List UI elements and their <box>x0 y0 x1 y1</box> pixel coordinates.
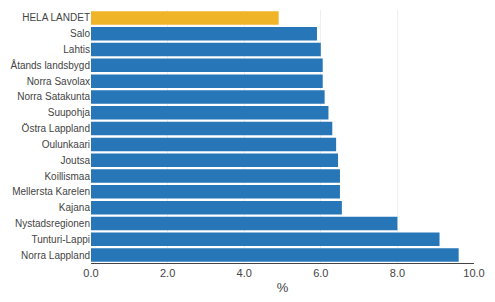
svg-text:Norra Savolax: Norra Savolax <box>27 76 90 87</box>
svg-text:Norra Lappland: Norra Lappland <box>21 250 90 261</box>
svg-text:Koillismaa: Koillismaa <box>44 171 90 182</box>
svg-text:2.0: 2.0 <box>160 267 175 279</box>
svg-text:4.0: 4.0 <box>237 267 252 279</box>
svg-text:Nystadsregionen: Nystadsregionen <box>15 218 90 229</box>
svg-text:0.0: 0.0 <box>83 267 98 279</box>
svg-text:8.0: 8.0 <box>390 267 405 279</box>
svg-text:Åtands landsbygd: Åtands landsbygd <box>10 59 90 71</box>
svg-text:%: % <box>277 280 289 295</box>
svg-text:Östra Lappland: Östra Lappland <box>22 123 90 134</box>
svg-text:Suupohja: Suupohja <box>48 107 91 118</box>
svg-text:Tunturi-Lappi: Tunturi-Lappi <box>31 234 90 245</box>
svg-text:10.0: 10.0 <box>463 267 484 279</box>
svg-text:Joutsa: Joutsa <box>61 155 91 166</box>
svg-text:HELA LANDET: HELA LANDET <box>22 12 90 23</box>
svg-text:Mellersta Karelen: Mellersta Karelen <box>12 186 90 197</box>
svg-text:6.0: 6.0 <box>313 267 328 279</box>
svg-text:Lahtis: Lahtis <box>63 44 90 55</box>
svg-text:Salo: Salo <box>70 28 90 39</box>
svg-text:Norra Satakunta: Norra Satakunta <box>17 91 90 102</box>
svg-text:Kajana: Kajana <box>59 202 91 213</box>
svg-text:Oulunkaari: Oulunkaari <box>42 139 90 150</box>
